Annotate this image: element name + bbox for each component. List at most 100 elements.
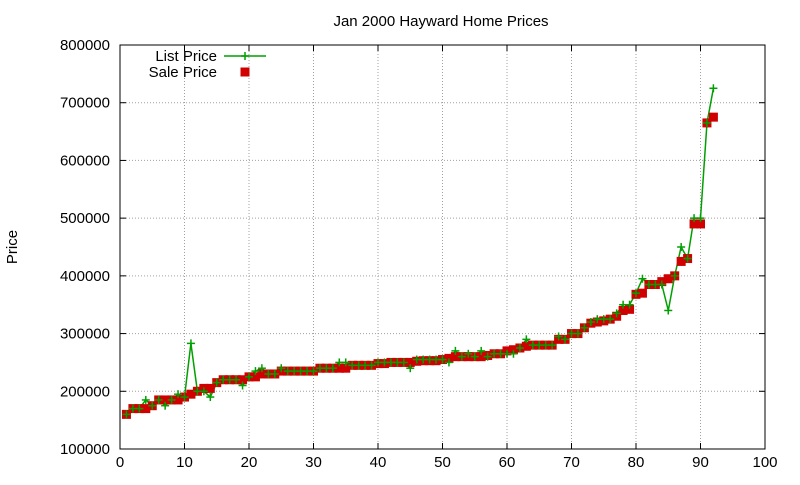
- y-tick-label: 800000: [60, 37, 110, 54]
- list-price-point: [212, 378, 221, 387]
- list-price-point: [180, 393, 189, 402]
- sale-price-point: [637, 288, 647, 298]
- sale-price-point: [257, 369, 267, 379]
- list-price-point: [612, 309, 621, 318]
- list-price-point: [522, 335, 531, 344]
- list-price-point: [154, 395, 163, 404]
- sale-price-point: [696, 219, 705, 229]
- list-price-point: [638, 274, 647, 283]
- x-tick-label: 80: [628, 454, 645, 471]
- axes: 0 10 20 30 40 50 60 70 80 90 100 100000 200000 300000…: [60, 37, 778, 471]
- list-price-point: [277, 364, 286, 373]
- list-price-point: [702, 118, 711, 127]
- list-price-point: [406, 364, 415, 373]
- list-price-point: [477, 346, 486, 355]
- list-price-point: [141, 395, 150, 404]
- list-price-point: [606, 315, 615, 324]
- list-price-point: [483, 352, 492, 361]
- list-price-point: [515, 344, 524, 352]
- list-price-point: [148, 401, 157, 410]
- list-price-point: [457, 352, 466, 361]
- sale-price-point: [186, 389, 196, 399]
- sale-price-point: [341, 363, 351, 373]
- sale-price-point: [689, 219, 699, 229]
- list-price-point: [161, 401, 170, 410]
- list-price-point: [367, 361, 376, 370]
- x-tick-label: 70: [563, 454, 580, 471]
- series-layer: [121, 84, 718, 419]
- list-price-point: [451, 346, 460, 355]
- list-price-point: [573, 329, 582, 338]
- sale-price-point: [521, 341, 531, 351]
- list-price-point: [245, 372, 253, 381]
- x-tick-label: 20: [241, 454, 258, 471]
- x-tick-label: 100: [752, 454, 777, 471]
- list-price-point: [677, 243, 686, 251]
- x-tick-label: 40: [370, 454, 387, 471]
- y-axis-label: Price: [4, 230, 21, 264]
- sale-price-point: [250, 372, 260, 382]
- legend-label-list-price: List Price: [155, 48, 217, 65]
- sale-price-point: [708, 112, 718, 122]
- list-price-point: [122, 410, 131, 419]
- legend: List Price Sale Price: [149, 48, 266, 81]
- sale-price-point: [405, 357, 415, 367]
- x-tick-label: 0: [116, 454, 124, 471]
- sale-price-point: [141, 404, 151, 414]
- list-price-point: [548, 341, 557, 350]
- sale-price-point: [173, 395, 183, 405]
- sale-price-point: [663, 274, 673, 284]
- chart-title: Jan 2000 Hayward Home Prices: [333, 13, 548, 30]
- list-price-point: [464, 349, 473, 358]
- sale-price-point: [618, 305, 628, 315]
- y-tick-label: 200000: [60, 383, 110, 400]
- sale-price-point: [676, 256, 686, 266]
- sale-price-point: [508, 345, 518, 355]
- list-price-point: [238, 381, 247, 390]
- list-price-point: [309, 367, 318, 376]
- list-price-point: [206, 393, 215, 402]
- list-price-point: [632, 289, 640, 298]
- sale-price-point: [205, 383, 215, 393]
- list-price-point: [554, 332, 563, 341]
- sale-price-point: [476, 352, 486, 362]
- list-price-point: [328, 364, 337, 373]
- legend-label-sale-price: Sale Price: [149, 64, 217, 81]
- list-price-point: [670, 271, 679, 280]
- x-tick-label: 50: [434, 454, 451, 471]
- list-price-point: [257, 364, 266, 373]
- list-price-point: [580, 323, 589, 332]
- list-price-point: [561, 335, 570, 344]
- sale-price-point: [238, 375, 248, 385]
- sale-price-point: [450, 352, 460, 362]
- list-price-point: [399, 358, 408, 367]
- list-price-point: [438, 355, 447, 364]
- list-price-point: [509, 349, 518, 358]
- list-price-point: [135, 404, 144, 413]
- x-tick-label: 90: [692, 454, 709, 471]
- x-tick-label: 10: [176, 454, 193, 471]
- y-tick-label: 300000: [60, 326, 110, 343]
- y-tick-label: 600000: [60, 152, 110, 169]
- y-tick-label: 100000: [60, 441, 110, 458]
- list-price-point: [664, 306, 673, 315]
- list-price-point: [470, 352, 479, 361]
- list-price-point: [709, 84, 718, 93]
- list-price-point: [251, 367, 260, 376]
- sale-price-point: [160, 395, 170, 405]
- legend-swatch-sale-price: [240, 67, 250, 77]
- list-price-point: [683, 254, 692, 263]
- list-price-point: [625, 300, 634, 309]
- list-price-point: [199, 387, 208, 396]
- list-price-point: [444, 358, 453, 367]
- list-price-point: [167, 395, 176, 404]
- sale-price-point: [334, 363, 344, 373]
- list-price-point: [186, 339, 195, 348]
- list-price-point: [341, 358, 350, 367]
- list-price-point: [232, 375, 241, 384]
- list-price-point: [586, 318, 595, 327]
- list-price-point: [270, 369, 279, 378]
